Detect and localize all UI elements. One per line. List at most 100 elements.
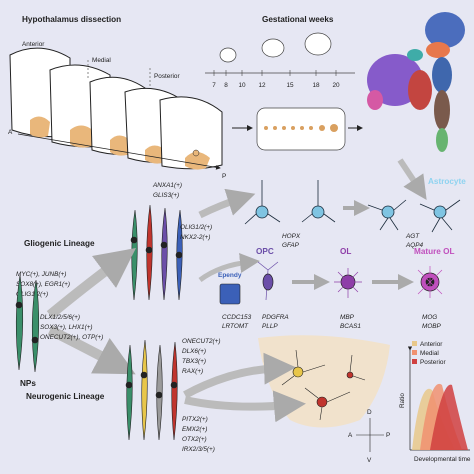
label: MOG [422, 314, 437, 321]
shape [367, 90, 383, 110]
shape [417, 266, 443, 298]
umap [367, 12, 465, 152]
radial-glia [130, 204, 183, 301]
week-label: 18 [312, 82, 320, 89]
shape [31, 336, 39, 344]
label: ONECUT2(+) [182, 338, 221, 345]
label: Neurogenic Lineage [26, 392, 105, 401]
week-label: 15 [286, 82, 294, 89]
shape [264, 124, 338, 132]
label: Posterior [154, 73, 180, 80]
shape [171, 341, 178, 441]
shape [319, 125, 325, 131]
label: D [367, 409, 372, 416]
label: OLIG1/2(+) [16, 291, 48, 298]
label: Developmental time [414, 456, 471, 463]
week-label: 12 [258, 82, 266, 89]
shape [70, 125, 95, 148]
shape [304, 387, 351, 421]
neural-progenitors [15, 274, 40, 373]
label: HOPX [282, 233, 301, 240]
label: Astrocyte [428, 177, 466, 186]
brain-slices [9, 47, 223, 170]
shape [140, 371, 148, 379]
shape [47, 325, 136, 375]
shape [145, 246, 153, 254]
label: Mature OL [414, 247, 455, 256]
shape [170, 381, 178, 389]
shape [31, 279, 40, 373]
label: AQP4 [405, 242, 423, 249]
label: P [386, 432, 390, 439]
shape [412, 359, 417, 364]
shape [198, 253, 260, 283]
label: OTX2(+) [182, 436, 207, 443]
label: DLX6(+) [182, 348, 206, 355]
label: IRX2/3/5(+) [182, 446, 215, 453]
astrocytes [244, 180, 461, 233]
shape [300, 126, 304, 130]
week-label: 8 [224, 82, 228, 89]
ratio-plot [407, 341, 470, 451]
shape [125, 381, 133, 389]
shape [311, 205, 325, 219]
shape [264, 126, 268, 130]
neurons [281, 349, 366, 421]
shape: 7 8 10 12 15 18 20 [212, 70, 340, 89]
label: Anterior [22, 41, 45, 48]
label: OPC [256, 247, 274, 256]
label: Ratio [399, 393, 406, 408]
label: MBP [340, 314, 355, 321]
label: RAX(+) [182, 368, 203, 375]
shape [219, 47, 237, 63]
shape [130, 236, 138, 244]
week-label: 20 [332, 82, 340, 89]
label: PITX2(+) [182, 416, 208, 423]
label: P [222, 173, 226, 180]
shape [430, 384, 468, 450]
label: Gliogenic Lineage [24, 239, 95, 248]
shape [183, 352, 296, 399]
label: CCDC153 [222, 314, 252, 321]
shape [30, 116, 50, 138]
label: Posterior [420, 359, 446, 366]
shape [161, 207, 168, 301]
shape [281, 349, 326, 386]
shape [434, 90, 450, 130]
shape [15, 301, 23, 309]
label: V [367, 457, 372, 464]
shape [273, 126, 277, 130]
shape [436, 128, 448, 152]
label: TBX3(+) [182, 358, 206, 365]
shape [244, 180, 461, 233]
label: ANXA1(+) [152, 182, 182, 189]
neuronal-progenitors [125, 339, 178, 441]
shape [141, 339, 148, 441]
label: LRTOMT [222, 323, 249, 330]
shape [126, 344, 133, 441]
label: NPs [20, 379, 36, 388]
shape [432, 57, 452, 93]
label: SOX8(+), EGR1(+) [16, 281, 70, 288]
shape [316, 396, 328, 408]
label: MYC(+), JUNB(+) [16, 271, 66, 278]
shape [160, 241, 168, 249]
label: SOX3(+), LHX1(+) [40, 324, 93, 331]
shape [15, 274, 24, 371]
label: A [8, 129, 13, 136]
shape [304, 32, 332, 56]
shape [198, 188, 256, 219]
label: GLIS3(+) [153, 192, 179, 199]
shape [426, 42, 450, 58]
shape [412, 350, 417, 355]
shape [425, 12, 465, 48]
label: PLLP [262, 323, 278, 330]
shape [412, 341, 417, 346]
label: ONECUT2(+), OTP(+) [40, 334, 103, 341]
label: EMX2(+) [182, 426, 207, 433]
label: A [348, 432, 353, 439]
shape [262, 273, 274, 291]
shape [261, 38, 285, 58]
label: Anterior [420, 341, 443, 348]
